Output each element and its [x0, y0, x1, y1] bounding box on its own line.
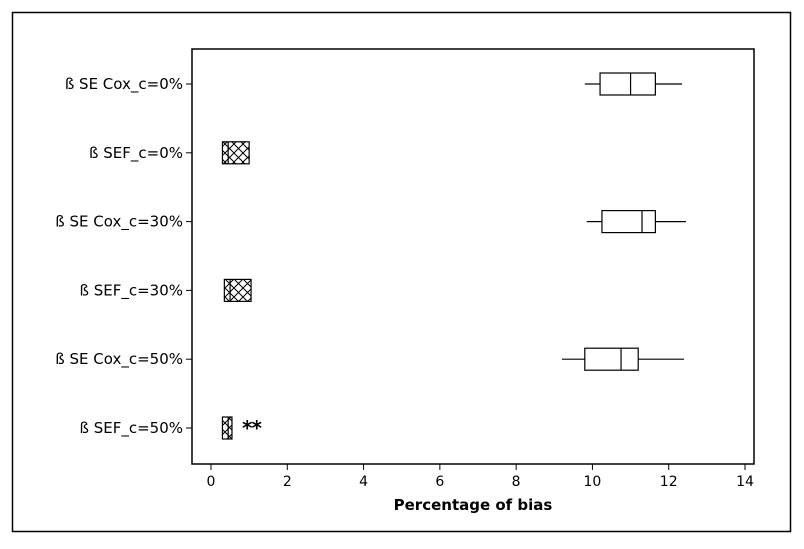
box-body — [221, 141, 250, 165]
box-body — [601, 210, 656, 234]
x-tick-label: 6 — [435, 474, 444, 490]
y-axis-labels: ß SE Cox_c=0% ß SEF_c=0% ß SE Cox_c=30% ß S… — [55, 75, 183, 438]
outlier-marker: * — [242, 416, 253, 440]
y-tick-label: ß SEF_c=30% — [80, 281, 184, 300]
boxes-layer: * * — [221, 72, 686, 440]
y-tick-label: ß SEF_c=50% — [80, 419, 184, 438]
x-tick-label: 14 — [736, 474, 754, 490]
box-1 — [584, 72, 683, 96]
box-body — [599, 72, 656, 96]
y-tick-label: ß SE Cox_c=0% — [65, 75, 183, 94]
x-axis-ticks — [210, 464, 746, 470]
box-2 — [221, 141, 250, 165]
x-tick-label: 4 — [359, 474, 368, 490]
y-tick-label: ß SEF_c=0% — [89, 144, 183, 163]
y-tick-label: ß SE Cox_c=50% — [55, 350, 183, 369]
y-axis-ticks — [186, 83, 192, 429]
box-6: * * — [221, 416, 263, 440]
y-tick-label: ß SE Cox_c=30% — [55, 213, 183, 232]
x-tick-label: 8 — [512, 474, 521, 490]
x-tick-label: 2 — [283, 474, 292, 490]
figure-frame — [11, 11, 792, 533]
x-tick-label: 12 — [660, 474, 678, 490]
x-tick-label: 0 — [207, 474, 216, 490]
x-tick-label: 10 — [584, 474, 602, 490]
box-4 — [223, 278, 252, 302]
box-5 — [561, 347, 684, 371]
x-axis-title: Percentage of bias — [394, 496, 553, 514]
box-3 — [586, 210, 686, 234]
plot-area — [191, 48, 755, 465]
box-body — [223, 278, 252, 302]
box-body — [584, 347, 639, 371]
x-axis-labels: 0 2 4 6 8 10 12 14 — [207, 474, 754, 490]
box-body — [221, 416, 233, 440]
outlier-marker: * — [252, 416, 263, 440]
